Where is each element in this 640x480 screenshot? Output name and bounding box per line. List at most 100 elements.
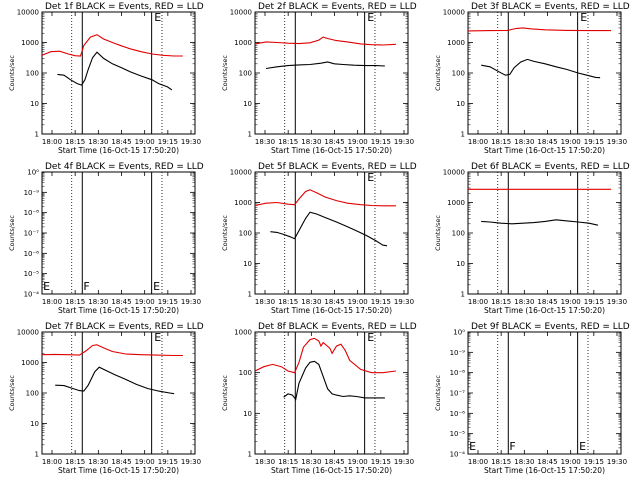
event-rate-line: [481, 219, 599, 226]
x-tick-label: 18:15: [278, 458, 298, 466]
y-tick-label: 1000: [447, 199, 465, 207]
x-tick-label: 18:45: [111, 298, 131, 306]
x-tick-label: 19:00: [135, 458, 155, 466]
x-tick-label: 18:45: [111, 138, 131, 146]
x-axis-label: Start Time (16-Oct-15 17:50:20): [58, 146, 179, 155]
x-tick-label: 19:30: [394, 298, 414, 306]
flag-label: E: [43, 280, 50, 293]
flag-label: E: [579, 440, 586, 453]
lld-rate-line: [41, 344, 183, 357]
y-tick-label: 10000: [443, 9, 465, 17]
x-tick-label: 18:30: [514, 138, 534, 146]
y-tick-label: 100: [452, 230, 465, 238]
x-tick-label: 18:30: [301, 138, 321, 146]
x-tick-label: 18:30: [255, 298, 275, 306]
x-tick-label: 19:00: [348, 138, 368, 146]
plot-frame: [467, 331, 622, 455]
x-tick-label: 18:45: [537, 138, 557, 146]
y-tick-label: 10⁻⁷: [24, 230, 40, 238]
y-tick-label: 1: [35, 131, 39, 139]
x-tick-label: 19:00: [135, 138, 155, 146]
y-axis-label: Counts/sec: [434, 55, 442, 91]
x-tick-label: 18:30: [514, 298, 534, 306]
panel-title: Det 7f BLACK = Events, RED = LLD: [45, 322, 204, 332]
x-tick-label: 18:00: [42, 458, 62, 466]
y-tick-label: 1000: [21, 359, 39, 367]
x-tick-label: 18:45: [111, 458, 131, 466]
y-tick-label: 10000: [17, 9, 39, 17]
panel-title: Det 2f BLACK = Events, RED = LLD: [258, 2, 417, 12]
x-tick-label: 19:15: [158, 298, 178, 306]
plot-frame: [41, 171, 196, 295]
y-axis-label: Counts/sec: [8, 215, 16, 251]
y-tick-label: 10⁻⁴: [24, 291, 40, 299]
flag-label: E: [367, 11, 374, 24]
x-tick-label: 18:45: [324, 458, 344, 466]
event-rate-line: [283, 360, 385, 401]
x-tick-label: 19:00: [348, 298, 368, 306]
y-tick-label: 100: [239, 230, 252, 238]
y-tick-label: 10⁻⁸: [450, 369, 466, 377]
lld-rate-line: [254, 189, 396, 207]
y-tick-label: 10⁻⁶: [450, 410, 466, 418]
y-tick-label: 100: [239, 369, 252, 377]
x-tick-label: 18:00: [42, 298, 62, 306]
x-tick-label: 19:00: [561, 298, 581, 306]
y-axis-label: Counts/sec: [221, 55, 229, 91]
x-tick-label: 19:30: [607, 298, 627, 306]
y-tick-label: 10: [243, 410, 252, 418]
y-tick-label: 10⁻⁹: [24, 189, 40, 197]
y-axis-label: Counts/sec: [434, 215, 442, 251]
y-tick-label: 1000: [447, 39, 465, 47]
flag-label: E: [367, 171, 374, 184]
x-tick-label: 19:00: [135, 298, 155, 306]
x-tick-label: 19:00: [561, 138, 581, 146]
flag-label: E: [153, 280, 160, 293]
y-tick-label: 10⁻⁷: [450, 390, 466, 398]
x-tick-label: 19:30: [181, 138, 201, 146]
flag-label: F: [83, 280, 89, 293]
y-tick-label: 10000: [230, 169, 252, 177]
y-tick-label: 10⁻⁶: [24, 250, 40, 258]
flag-label: E: [154, 11, 161, 24]
x-tick-label: 18:30: [255, 458, 275, 466]
x-tick-label: 18:30: [301, 458, 321, 466]
x-tick-label: 18:00: [468, 298, 488, 306]
flag-label: E: [154, 331, 161, 344]
y-tick-label: 1: [248, 451, 252, 459]
y-tick-label: 1: [248, 131, 252, 139]
y-axis-label: Counts/sec: [221, 215, 229, 251]
x-tick-label: 18:30: [88, 138, 108, 146]
x-tick-label: 19:00: [348, 458, 368, 466]
x-tick-label: 18:00: [468, 458, 488, 466]
plot-frame: [41, 11, 196, 135]
y-axis-label: Counts/sec: [8, 375, 16, 411]
flag-label: E: [580, 11, 587, 24]
y-tick-label: 10⁻⁵: [24, 270, 40, 278]
x-axis-label: Start Time (16-Oct-15 17:50:20): [484, 306, 605, 315]
x-tick-label: 18:15: [278, 298, 298, 306]
x-tick-label: 18:15: [65, 138, 85, 146]
y-axis-label: Counts/sec: [434, 375, 442, 411]
plot-frame: [467, 171, 622, 295]
y-tick-label: 10⁻⁴: [450, 451, 466, 459]
x-tick-label: 18:15: [491, 298, 511, 306]
event-rate-line: [57, 51, 173, 91]
x-tick-label: 18:15: [491, 458, 511, 466]
y-tick-label: 100: [452, 70, 465, 78]
x-tick-label: 18:45: [324, 298, 344, 306]
x-tick-label: 19:30: [607, 458, 627, 466]
lld-rate-line: [254, 36, 396, 46]
event-rate-line: [265, 61, 385, 70]
panel-title: Det 5f BLACK = Events, RED = LLD: [258, 162, 417, 172]
x-tick-label: 19:30: [394, 138, 414, 146]
panel-title: Det 6f BLACK = Events, RED = LLD: [471, 162, 630, 172]
y-tick-label: 10: [30, 420, 39, 428]
